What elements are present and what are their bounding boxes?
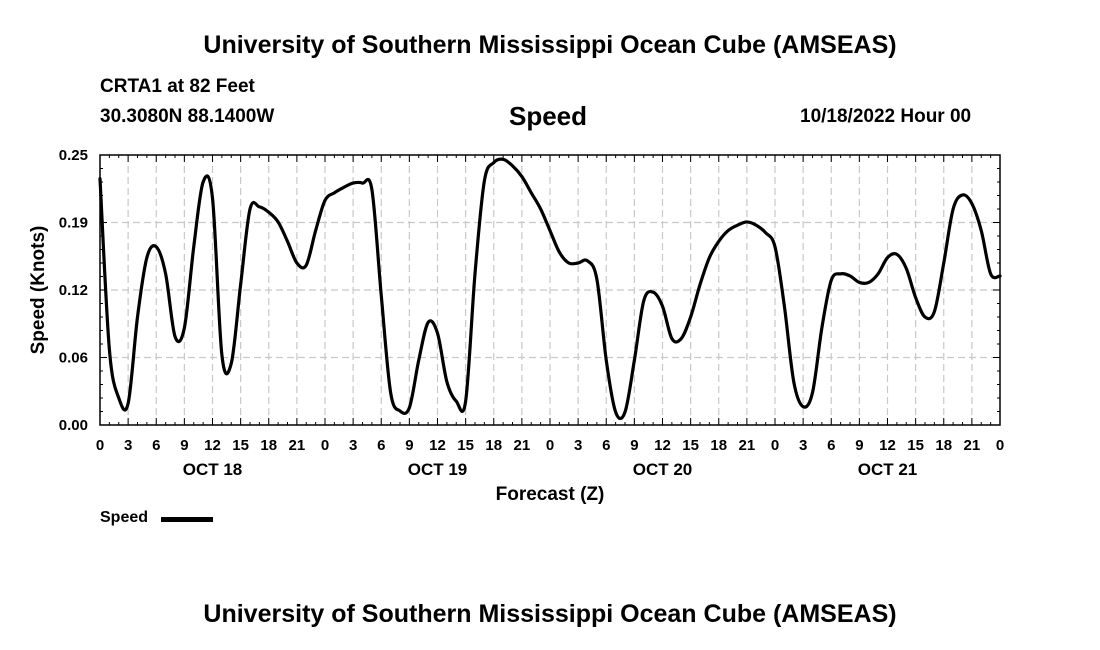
y-tick-label: 0.19 bbox=[59, 215, 88, 232]
x-tick-label: 18 bbox=[485, 437, 502, 454]
x-tick-label: 0 bbox=[321, 437, 329, 454]
day-label: OCT 18 bbox=[183, 460, 243, 479]
x-tick-label: 15 bbox=[907, 437, 924, 454]
chart-title: Speed bbox=[509, 101, 588, 131]
x-tick-label: 6 bbox=[827, 437, 835, 454]
x-tick-label: 3 bbox=[349, 437, 357, 454]
x-tick-label: 9 bbox=[855, 437, 863, 454]
x-tick-label: 6 bbox=[152, 437, 160, 454]
x-tick-label: 9 bbox=[180, 437, 188, 454]
x-tick-label: 3 bbox=[799, 437, 807, 454]
x-tick-label: 0 bbox=[996, 437, 1004, 454]
x-tick-label: 3 bbox=[574, 437, 582, 454]
x-tick-label: 12 bbox=[879, 437, 896, 454]
y-tick-label: 0.25 bbox=[59, 147, 88, 164]
y-tick-label: 0.12 bbox=[59, 282, 88, 299]
x-tick-label: 12 bbox=[429, 437, 446, 454]
x-tick-label: 18 bbox=[710, 437, 727, 454]
footer-title: University of Southern Mississippi Ocean… bbox=[203, 600, 897, 628]
x-tick-label: 15 bbox=[232, 437, 249, 454]
station-label: CRTA1 at 82 Feet bbox=[100, 76, 255, 97]
x-tick-label: 9 bbox=[630, 437, 638, 454]
x-tick-label: 15 bbox=[682, 437, 699, 454]
forecast-datetime: 10/18/2022 Hour 00 bbox=[800, 106, 972, 127]
x-tick-label: 0 bbox=[546, 437, 554, 454]
legend-label: Speed bbox=[100, 509, 149, 526]
x-tick-label: 3 bbox=[124, 437, 132, 454]
series-line-speed bbox=[98, 157, 1002, 421]
page-title: University of Southern Mississippi Ocean… bbox=[203, 31, 897, 59]
legend-line-swatch bbox=[161, 517, 213, 522]
day-label: OCT 19 bbox=[408, 460, 468, 479]
x-tick-label: 6 bbox=[377, 437, 385, 454]
x-tick-label: 0 bbox=[96, 437, 104, 454]
speed-chart: 0 3 6 9 12 15 18 21 0 3 6 9 12 15 18 21 0 3 6 9 12 15 18 21 0 3 6 9… bbox=[28, 147, 1004, 505]
y-axis-title: Speed (Knots) bbox=[28, 226, 49, 355]
x-tick-label: 21 bbox=[964, 437, 981, 454]
x-tick-label: 18 bbox=[935, 437, 952, 454]
x-tick-label: 0 bbox=[771, 437, 779, 454]
day-label: OCT 21 bbox=[858, 460, 918, 479]
coordinates-label: 30.3080N 88.1400W bbox=[100, 106, 275, 127]
plot-frame bbox=[99, 154, 1001, 426]
day-label: OCT 20 bbox=[633, 460, 693, 479]
y-tick-label: 0.06 bbox=[59, 350, 88, 367]
y-tick-label: 0.00 bbox=[59, 417, 88, 434]
x-tick-label: 12 bbox=[654, 437, 671, 454]
x-tick-label: 12 bbox=[204, 437, 221, 454]
x-tick-label: 15 bbox=[457, 437, 474, 454]
x-tick-label: 21 bbox=[739, 437, 756, 454]
x-tick-label: 21 bbox=[514, 437, 531, 454]
x-axis-title: Forecast (Z) bbox=[496, 484, 605, 505]
x-tick-label: 21 bbox=[289, 437, 306, 454]
x-tick-label: 18 bbox=[260, 437, 277, 454]
x-tick-label: 9 bbox=[405, 437, 413, 454]
x-tick-label: 6 bbox=[602, 437, 610, 454]
